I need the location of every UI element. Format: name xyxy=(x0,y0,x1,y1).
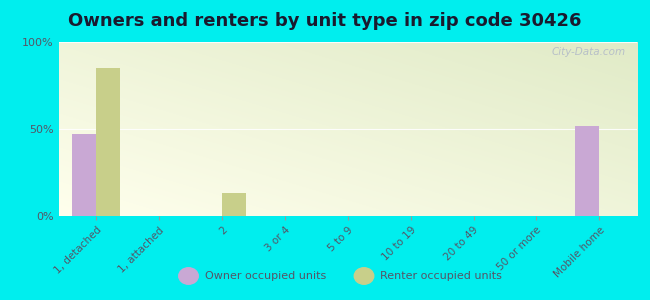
Text: City-Data.com: City-Data.com xyxy=(551,47,625,57)
Bar xyxy=(96,68,120,216)
Bar xyxy=(72,134,96,216)
Text: Renter occupied units: Renter occupied units xyxy=(380,271,502,281)
Bar xyxy=(575,125,599,216)
Text: Owners and renters by unit type in zip code 30426: Owners and renters by unit type in zip c… xyxy=(68,12,582,30)
Text: Owner occupied units: Owner occupied units xyxy=(205,271,326,281)
Bar xyxy=(222,194,246,216)
